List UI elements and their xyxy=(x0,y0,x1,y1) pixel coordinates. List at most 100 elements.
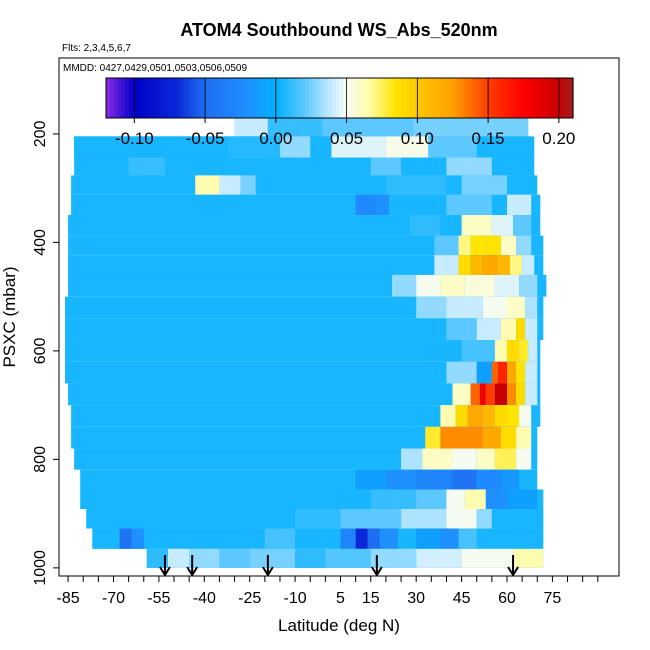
heatmap-cell xyxy=(446,318,477,341)
x-tick-label: -10 xyxy=(284,590,307,607)
colorbar-swatch xyxy=(281,78,286,118)
heatmap-cell xyxy=(379,528,399,549)
colorbar-swatch xyxy=(296,78,302,118)
colorbar-swatch xyxy=(222,78,228,118)
x-tick-label: -25 xyxy=(238,590,261,607)
heatmap-cell xyxy=(440,426,459,449)
heatmap-cell xyxy=(479,383,486,406)
heatmap-cell xyxy=(385,136,429,158)
dates-note: MMDD: 0427,0429,0501,0503,0506,0509 xyxy=(63,63,247,74)
heatmap-cell xyxy=(385,469,417,490)
heatmap-cell xyxy=(367,528,380,549)
x-tick-label: 30 xyxy=(407,590,425,607)
heatmap-cell xyxy=(416,274,441,297)
heatmap-cell xyxy=(470,235,486,256)
heatmap-cell xyxy=(452,448,477,470)
colorbar-swatch xyxy=(308,78,313,118)
colorbar-swatch xyxy=(172,78,177,118)
colorbar-swatch xyxy=(168,78,173,118)
colorbar-swatch xyxy=(456,78,461,118)
heatmap-cell xyxy=(228,136,280,158)
colorbar-swatch xyxy=(234,78,239,118)
colorbar-swatch xyxy=(187,78,193,118)
colorbar: -0.10 -0.05 0.00 0.05 0.10 0.15 0.20 xyxy=(105,77,575,148)
colorbar-swatch xyxy=(506,78,512,118)
heatmap-cell xyxy=(295,548,326,568)
colorbar-swatch xyxy=(374,78,380,118)
heatmap-cell xyxy=(440,405,456,427)
heatmap-cell xyxy=(491,215,514,236)
heatmap-cell xyxy=(189,548,220,568)
heatmap-cell xyxy=(494,274,520,297)
heatmap-cell xyxy=(422,448,453,470)
colorbar-swatch xyxy=(211,78,216,118)
colorbar-swatch xyxy=(339,78,344,118)
heatmap-cell xyxy=(494,340,507,362)
heatmap-cell xyxy=(446,296,483,319)
heatmap-cell xyxy=(500,469,520,490)
heatmap-cell xyxy=(452,383,471,406)
colorbar-swatch xyxy=(409,78,415,118)
colorbar-swatch xyxy=(444,78,450,118)
heatmap-cell xyxy=(513,548,544,568)
colorbar-swatch xyxy=(292,78,298,118)
colorbar-swatch xyxy=(331,78,337,118)
heatmap-cell xyxy=(500,318,517,341)
heatmap-cell xyxy=(455,405,468,427)
heatmap-cell xyxy=(464,489,486,510)
heatmap-cell xyxy=(467,405,483,427)
heatmap-cell xyxy=(516,426,532,449)
heatmap-cell xyxy=(513,215,532,236)
colorbar-swatch xyxy=(518,78,524,118)
colorbar-swatch xyxy=(218,78,224,118)
heatmap-cell xyxy=(500,426,517,449)
heatmap-cell xyxy=(331,136,386,158)
colorbar-swatch xyxy=(401,78,407,118)
colorbar-swatch xyxy=(448,78,453,118)
y-axis-label: PSXC (mbar) xyxy=(0,266,19,367)
heatmap-cell xyxy=(516,383,526,406)
heatmap-cell xyxy=(476,361,492,384)
profile-marker-arrow xyxy=(507,555,519,577)
heatmap-cell xyxy=(494,448,517,470)
heatmap-cell xyxy=(497,255,511,275)
colorbar-swatch xyxy=(514,78,520,118)
heatmap-row-base xyxy=(65,318,544,341)
heatmap-cell xyxy=(507,340,520,362)
colorbar-swatch xyxy=(413,78,418,118)
colorbar-swatch xyxy=(249,78,255,118)
heatmap-cell xyxy=(500,235,517,256)
heatmap-cell xyxy=(146,548,168,568)
heatmap-cell xyxy=(446,489,465,510)
heatmap-row-base xyxy=(68,383,541,406)
colorbar-swatch xyxy=(246,78,251,118)
chart-title: ATOM4 Southbound WS_Abs_520nm xyxy=(180,20,497,40)
heatmap-cell xyxy=(416,528,441,549)
heatmap-cell xyxy=(458,255,471,275)
colorbar-swatch xyxy=(238,78,243,118)
heatmap-cell xyxy=(434,255,459,275)
colorbar-swatch xyxy=(230,78,236,118)
heatmap-cells xyxy=(65,113,547,568)
colorbar-swatch xyxy=(397,78,403,118)
heatmap-cell xyxy=(482,405,495,427)
heatmap-cell xyxy=(516,361,526,384)
colorbar-swatch xyxy=(370,78,376,118)
colorbar-swatch xyxy=(569,78,574,118)
heatmap-cell xyxy=(497,361,507,384)
heatmap-cell xyxy=(370,548,417,568)
heatmap-cell xyxy=(507,405,520,427)
colorbar-swatch xyxy=(152,78,158,118)
heatmap-cell xyxy=(507,194,532,216)
y-tick-label: 1000 xyxy=(32,550,49,586)
colorbar-swatch xyxy=(487,78,492,118)
colorbar-swatch xyxy=(358,78,364,118)
colorbar-swatch xyxy=(144,78,150,118)
heatmap-cell xyxy=(279,136,311,158)
heatmap-cell xyxy=(494,405,507,427)
colorbar-swatch xyxy=(429,78,434,118)
heatmap-cell xyxy=(494,383,507,406)
colorbar-swatch xyxy=(425,78,430,118)
colorbar-swatch xyxy=(343,78,348,118)
